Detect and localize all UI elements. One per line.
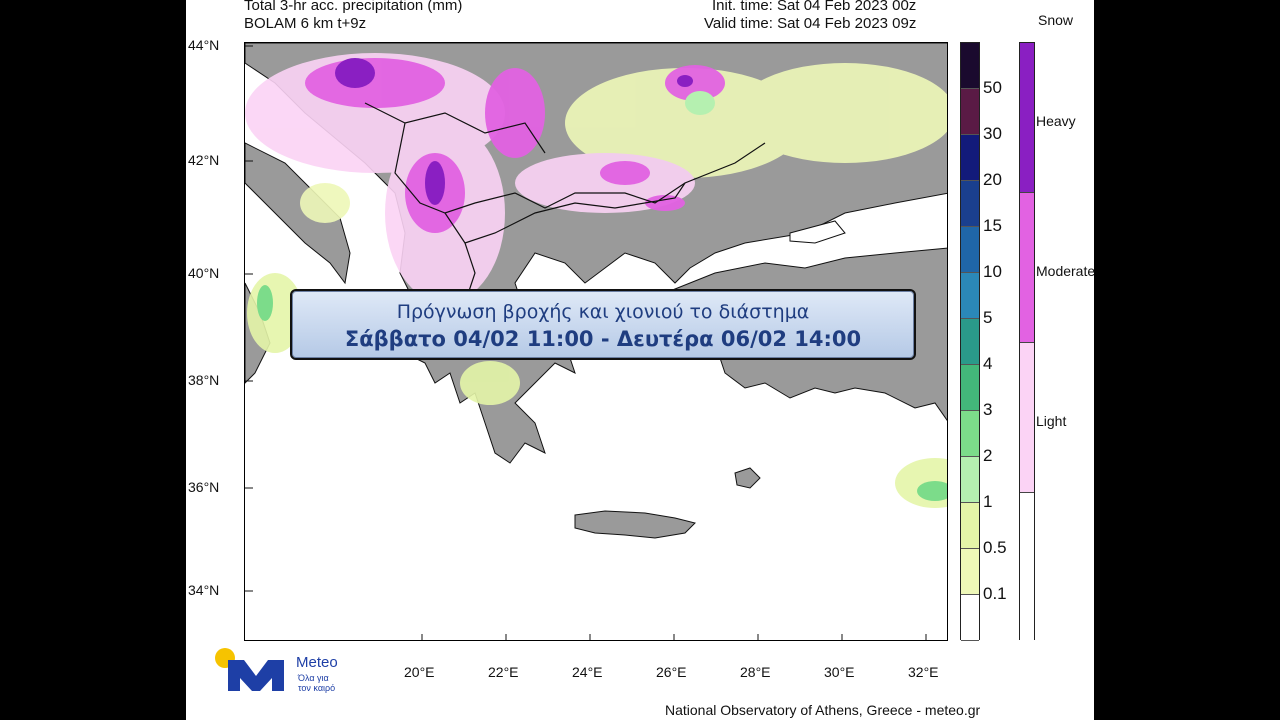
lat-label-34: 34°N [188,582,220,598]
colorbar-label: 15 [983,216,1002,235]
colorbar-label: 20 [983,170,1002,189]
colorbar-swatch [961,181,979,227]
lon-label-20: 20°E [404,664,435,680]
model-label: BOLAM 6 km t+9z [244,15,367,32]
colorbar-label: 3 [983,400,993,419]
colorbar-swatch [961,273,979,319]
lon-label-22: 22°E [488,664,519,680]
snow-none-swatch [1020,493,1034,640]
colorbar-swatch [961,365,979,411]
colorbar-label: 4 [983,354,993,373]
logo-name: Meteo [296,654,338,671]
lat-label-38: 38°N [188,372,220,388]
colorbar-swatch [961,411,979,457]
colorbar-label: 1 [983,492,993,511]
snow-moderate-label: Moderate [1036,263,1096,279]
lon-label-24: 24°E [572,664,603,680]
lat-label-42: 42°N [188,152,220,168]
colorbar-label: 30 [983,124,1002,143]
colorbar-label: 50 [983,78,1002,97]
snow-light-label: Light [1036,413,1067,429]
meteo-logo: Meteo Όλα για τον καιρό [214,646,354,696]
snow-colorbar [1019,42,1035,640]
snow-bar-title: Snow [1038,12,1074,28]
colorbar-swatch [961,43,979,89]
colorbar-label: 2 [983,446,993,465]
colorbar-label: 5 [983,308,993,327]
colorbar-swatch [961,549,979,595]
snow-heavy-swatch [1020,43,1034,193]
snow-moderate-swatch [1020,193,1034,343]
colorbar-label: 10 [983,262,1002,281]
colorbar-swatch [961,595,979,641]
colorbar-swatch [961,135,979,181]
colorbar-label: 0.1 [983,584,1007,603]
lat-label-44: 44°N [188,37,220,53]
valid-time: Valid time: Sat 04 Feb 2023 09z [704,15,917,32]
map-title: Total 3-hr acc. precipitation (mm) [244,0,463,14]
lat-label-36: 36°N [188,479,220,495]
lon-label-32: 32°E [908,664,939,680]
colorbar-swatch [961,227,979,273]
init-time: Init. time: Sat 04 Feb 2023 00z [712,0,917,14]
banner-line-2: Σάββατο 04/02 11:00 - Δευτέρα 06/02 14:0… [344,327,862,351]
colorbar-swatch [961,319,979,365]
snow-light-swatch [1020,343,1034,493]
logo-tagline-1: Όλα για [298,673,329,683]
colorbar-swatch [961,89,979,135]
footer-credit: National Observatory of Athens, Greece -… [665,702,981,718]
logo-tagline-2: τον καιρό [298,683,336,693]
lon-label-26: 26°E [656,664,687,680]
colorbar-swatch [961,503,979,549]
lon-label-30: 30°E [824,664,855,680]
colorbar-swatch [961,457,979,503]
forecast-banner: Πρόγνωση βροχής και χιονιού το διάστημα … [290,289,916,360]
snow-heavy-label: Heavy [1036,113,1076,129]
banner-line-1: Πρόγνωση βροχής και χιονιού το διάστημα [396,301,810,323]
lat-label-40: 40°N [188,265,220,281]
precipitation-colorbar [960,42,980,641]
colorbar-label: 0.5 [983,538,1007,557]
lon-label-28: 28°E [740,664,771,680]
